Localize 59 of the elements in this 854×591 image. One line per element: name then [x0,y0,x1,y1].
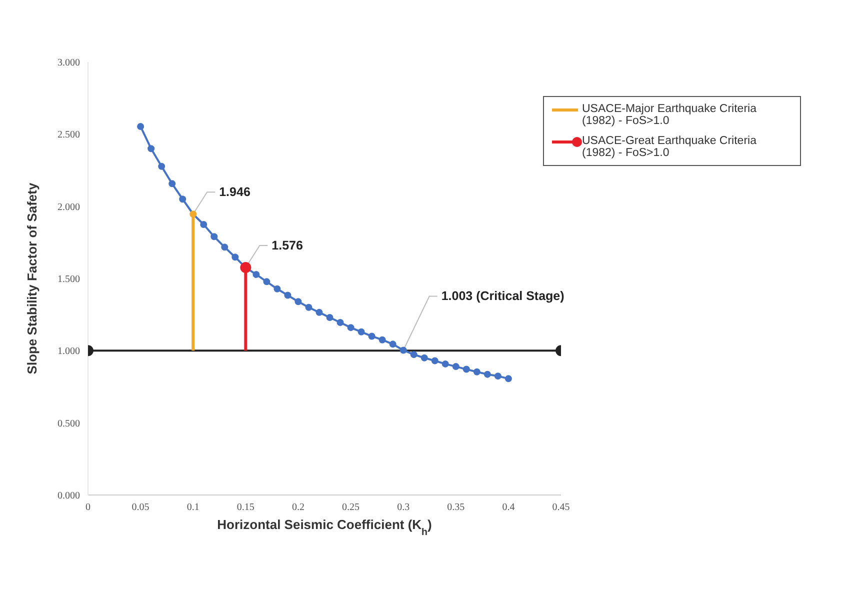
x-tick-label: 0.1 [186,502,200,514]
point [221,244,228,251]
x-tick-label: 0.15 [236,502,254,514]
point [473,368,480,376]
annotation: 1.003 (Critical Stage) [441,289,564,304]
x-tick-label: 0 [86,502,90,514]
point [420,354,428,362]
y-tick-label: 0.000 [58,490,80,502]
annotation: 1.576 [272,238,303,253]
point [294,298,302,306]
point [358,328,365,336]
point [368,332,376,340]
x-tick-label: 0.3 [397,502,410,514]
y-tick-label: 2.000 [58,202,80,213]
legend-label: USACE-Great Earthquake Criteria (1982) - FoS>1.0 [582,135,758,159]
point [284,292,292,299]
point [442,360,449,368]
x-tick-label: 0.35 [447,502,465,514]
x-tick-label: 0.25 [342,502,360,514]
point [137,123,144,130]
point [410,351,418,358]
x-tick-label: 0.4 [502,502,515,514]
x-tick-label: 0.45 [552,502,570,514]
y-tick-label: 3.000 [58,58,80,69]
point [336,319,344,326]
point [305,304,312,311]
legend-label: USACE-Major Earthquake Criteria (1982) - FoS>1.0 [582,103,758,127]
point [210,233,218,240]
point [168,180,176,188]
point [200,221,208,228]
point [378,336,386,344]
point [504,375,512,382]
annotation: 1.946 [219,185,250,200]
y-tick-label: 1.500 [58,274,80,286]
point [263,278,270,286]
point [232,254,239,261]
point [148,145,155,152]
x-axis-title: Horizontal Seismic Coefficient (K$_{h}$) [217,517,432,538]
point [494,372,502,380]
point [158,162,166,170]
y-tick-label: 0.500 [58,418,80,430]
point [347,324,354,332]
point [252,270,260,278]
point [452,363,460,370]
point [316,308,323,316]
point [484,370,491,378]
y-axis-title: Slope Stability Factor of Safety [24,182,40,374]
y-tick-label: 2.500 [58,130,80,141]
point [462,366,470,373]
point [389,340,396,348]
point [274,285,281,292]
x-tick-label: 0.05 [132,502,150,514]
x-tick-label: 0.2 [292,502,304,514]
point [179,196,186,203]
point [431,357,438,364]
point [190,210,197,218]
y-tick-label: 1.000 [58,346,80,358]
point [326,314,334,321]
point [400,346,407,354]
